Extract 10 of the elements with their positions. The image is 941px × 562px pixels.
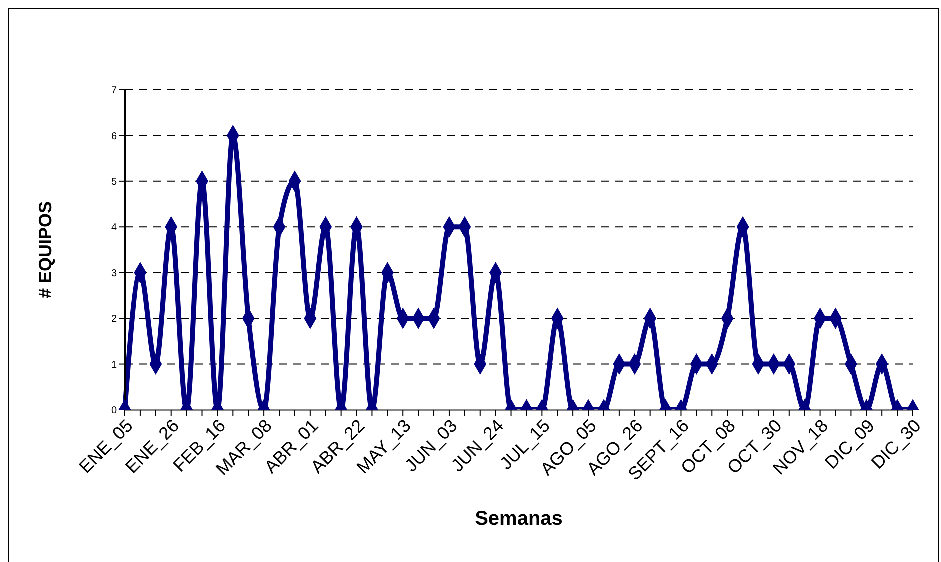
y-tick-label: 4 — [111, 222, 118, 234]
y-axis-title: # EQUIPOS — [35, 201, 56, 299]
y-tick-label: 6 — [111, 131, 118, 142]
y-tick-label: 7 — [111, 86, 118, 97]
y-tick-label: 3 — [111, 268, 118, 280]
y-tick-label: 5 — [111, 176, 118, 188]
y-tick-label: 2 — [111, 314, 118, 326]
y-tick-label: 1 — [111, 360, 118, 371]
y-tick-label: 0 — [111, 406, 118, 417]
x-axis-title: Semanas — [475, 508, 563, 530]
